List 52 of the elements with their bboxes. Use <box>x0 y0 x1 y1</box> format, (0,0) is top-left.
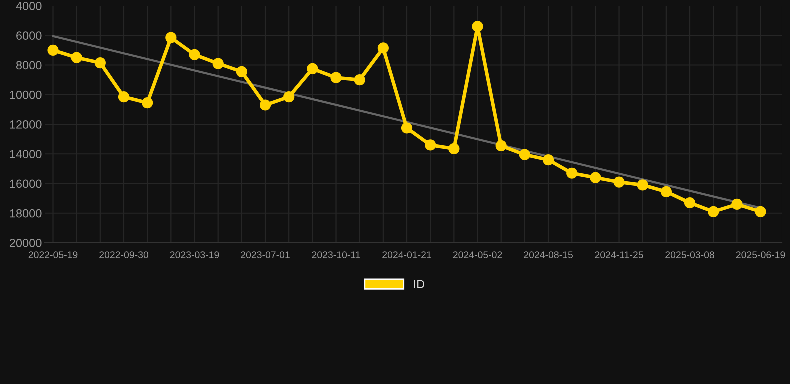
point <box>166 32 177 44</box>
x-tick-label: 2023-03-19 <box>170 252 220 258</box>
point <box>94 57 106 69</box>
point <box>519 149 530 160</box>
point <box>472 21 484 32</box>
point <box>614 176 625 188</box>
point <box>401 122 413 134</box>
point <box>637 180 648 191</box>
y-tick-label: 16000 <box>10 180 42 188</box>
point <box>496 140 507 152</box>
point <box>590 172 602 184</box>
point <box>189 49 200 60</box>
point <box>684 197 696 209</box>
point <box>260 100 272 111</box>
x-tick-label: 2025-06-19 <box>736 252 786 258</box>
point <box>425 140 436 151</box>
y-tick-label: 18000 <box>10 209 42 218</box>
legend-label: ID <box>414 280 425 288</box>
point <box>71 52 82 64</box>
x-tick-label: 2023-10-11 <box>312 252 360 258</box>
point <box>378 42 389 54</box>
point <box>118 92 130 103</box>
point <box>660 186 672 198</box>
point <box>354 74 366 86</box>
y-tick-label: 10000 <box>10 90 42 100</box>
point <box>755 206 766 218</box>
point <box>284 92 295 103</box>
point <box>732 198 743 210</box>
point <box>708 206 720 218</box>
point <box>542 154 554 166</box>
point <box>330 72 342 84</box>
x-tick-label: 2023-07-01 <box>241 252 290 258</box>
point <box>566 168 578 179</box>
y-tick-label: 14000 <box>10 150 42 159</box>
x-tick-label: 2024-08-15 <box>524 252 573 258</box>
y-tick-label: 20000 <box>10 239 42 248</box>
x-tick-label: 2024-05-02 <box>453 252 502 258</box>
y-tick-label: 4000 <box>16 2 42 10</box>
point <box>142 97 154 109</box>
x-tick-label: 2022-05-19 <box>28 252 78 258</box>
point <box>307 63 318 75</box>
y-tick-label: 8000 <box>16 61 42 70</box>
point <box>236 66 248 78</box>
x-tick-label: 2024-11-25 <box>595 252 644 258</box>
y-tick-label: 6000 <box>16 32 42 40</box>
x-tick-label: 2025-03-08 <box>666 252 714 258</box>
point <box>448 143 460 154</box>
point <box>212 58 224 70</box>
x-tick-label: 2022-09-30 <box>100 252 148 258</box>
x-tick-label: 2024-01-21 <box>382 252 432 258</box>
point <box>48 44 59 56</box>
y-tick-label: 12000 <box>10 120 42 129</box>
